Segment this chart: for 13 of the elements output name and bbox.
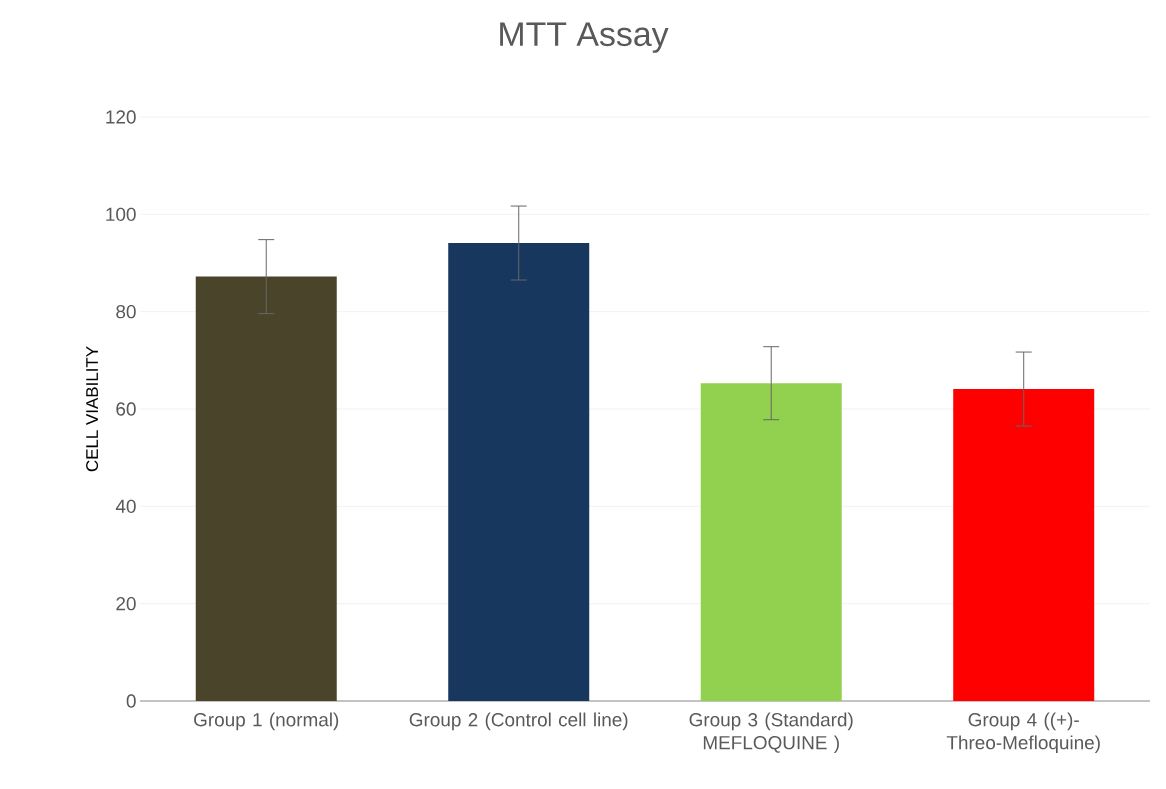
chart-title: MTT Assay [500, 22, 669, 53]
y-tick-label: 100 [106, 207, 136, 222]
y-tick-label: 80 [116, 304, 136, 319]
y-tick-label: 120 [106, 110, 136, 124]
y-tick-label: 20 [116, 596, 136, 611]
x-tick-label: Group 4 ((+)-Threo-Mefloquine) [946, 712, 1100, 754]
y-tick-label: 60 [116, 402, 136, 416]
y-axis-title: CELL VIABILITY [86, 346, 99, 472]
x-tick-label: Group 3 (Standard) MEFLOQUINE ) [689, 712, 853, 754]
x-tick-label: Group 2 (Control cell line) [409, 712, 628, 731]
y-tick-label: 40 [115, 499, 136, 514]
x-tick-label: Group 1 (normal) [194, 712, 339, 731]
y-tick-label: 0 [126, 694, 136, 708]
